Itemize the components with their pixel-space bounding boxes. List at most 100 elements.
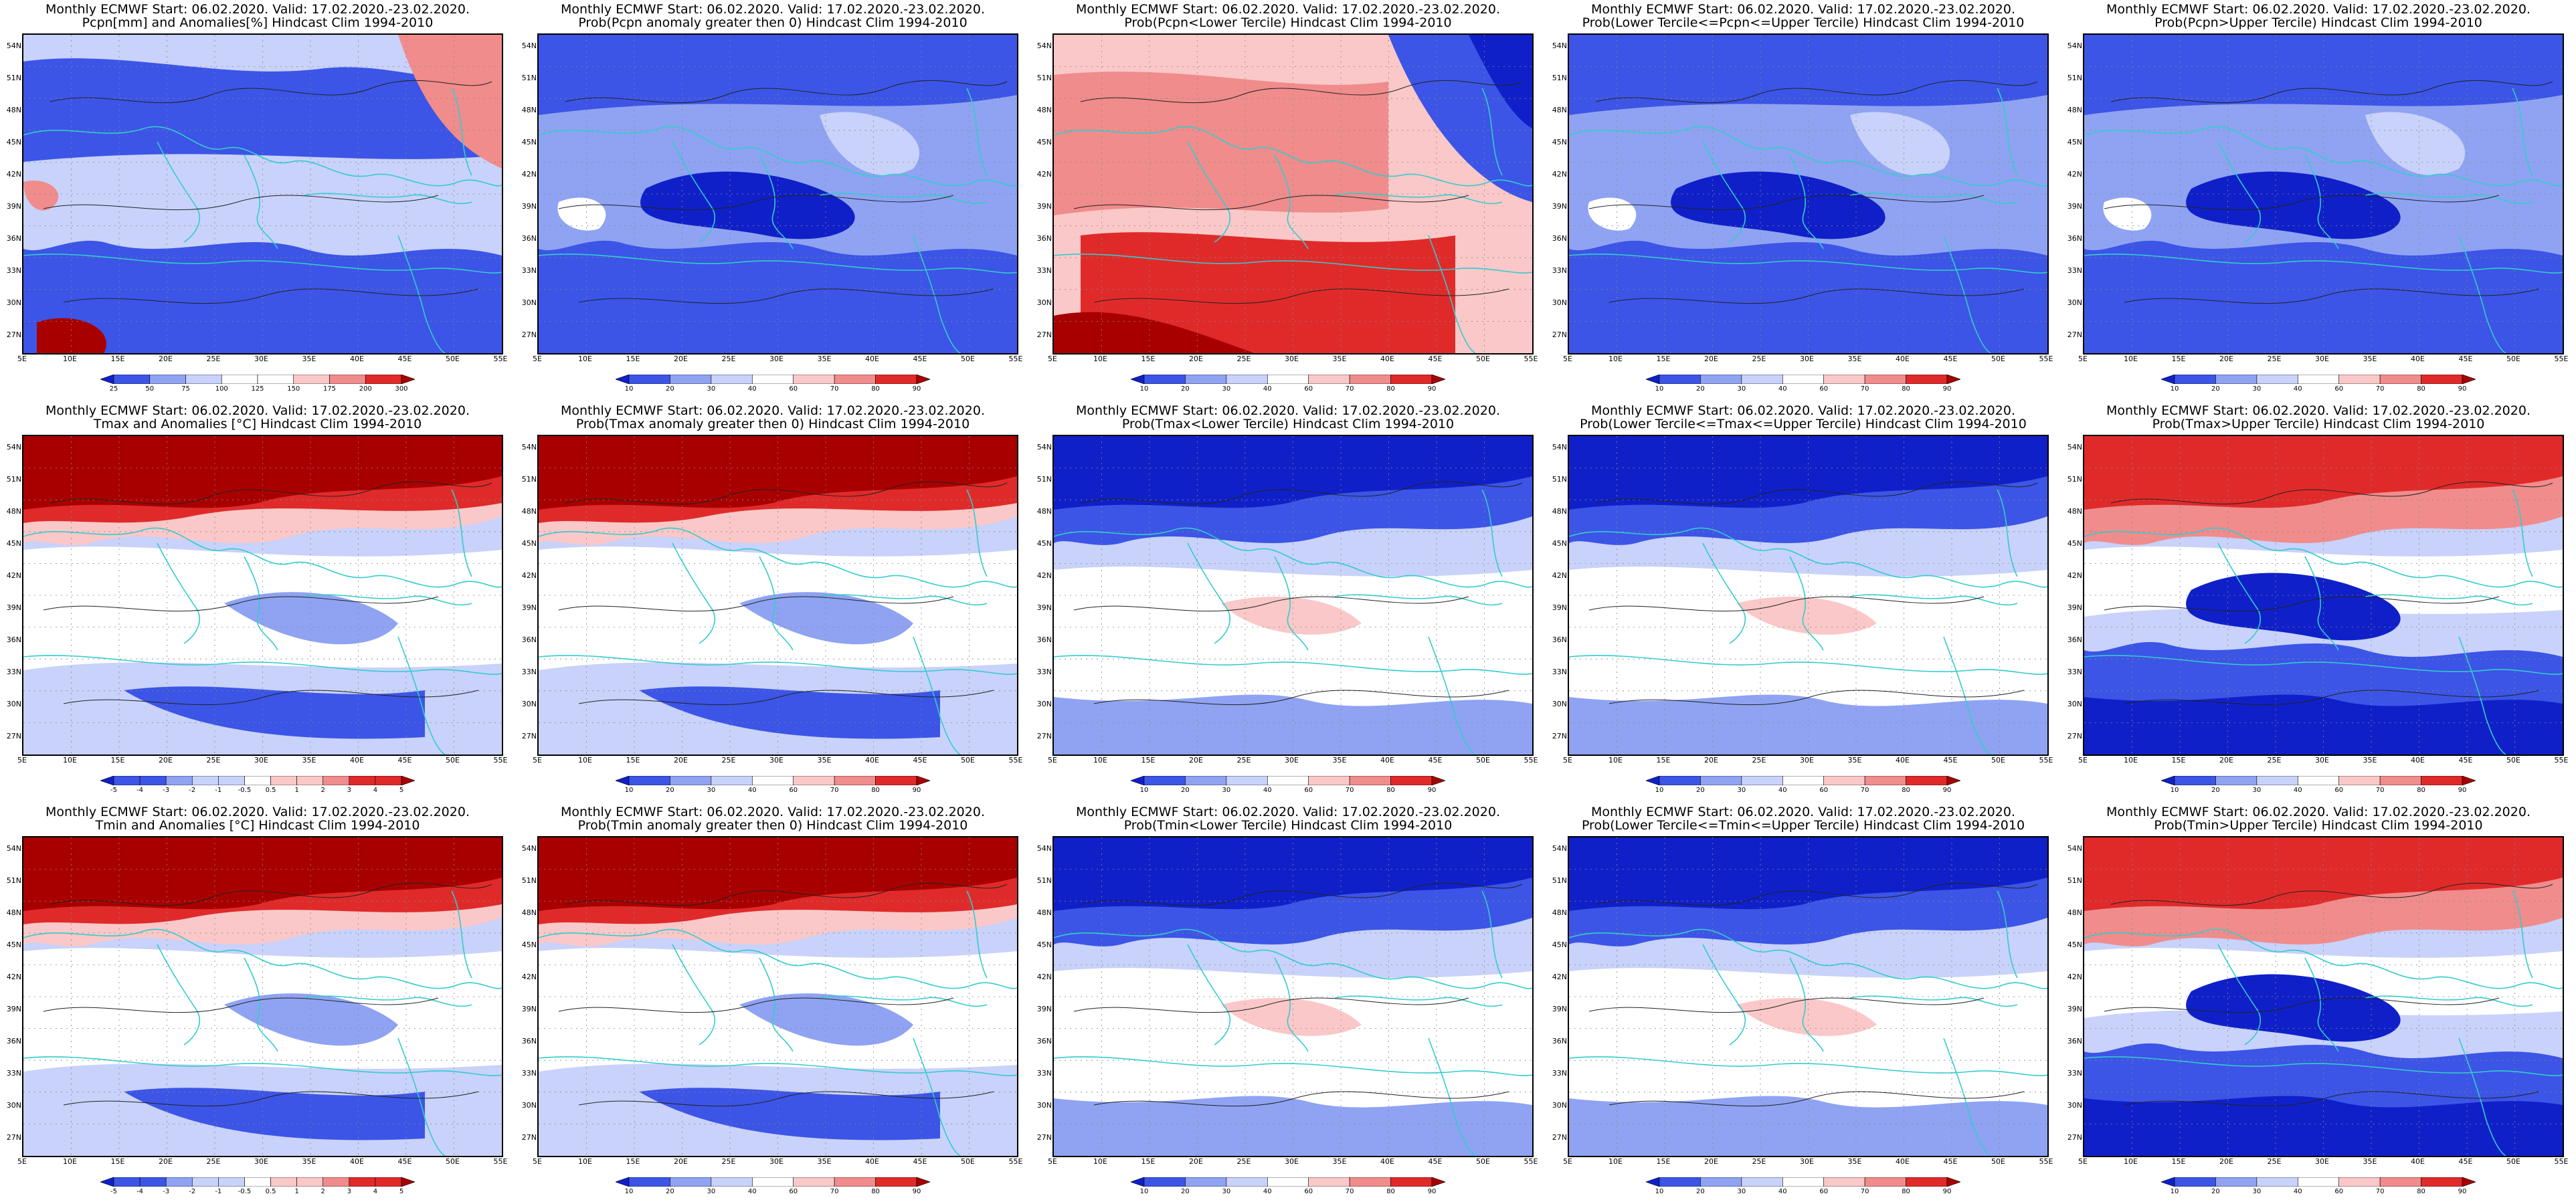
colorbar-segment: [1741, 375, 1783, 384]
coastline: [2512, 890, 2533, 979]
colorbar-graphic: [2161, 1177, 2476, 1187]
colorbar-segment: [1782, 776, 1825, 785]
longitude-label: 35E: [302, 355, 316, 363]
colorbar-tick-label: 40: [747, 787, 757, 794]
latitude-label: 51N: [521, 876, 537, 885]
colorbar-tick-label: 70: [1860, 385, 1869, 393]
forecast-panel: Monthly ECMWF Start: 06.02.2020. Valid: …: [1030, 401, 1546, 803]
panel-title: Prob(Tmax anomaly greater then 0) Hindca…: [575, 417, 970, 431]
latitude-label: 42N: [1036, 973, 1052, 981]
colorbar-tick-label: 40: [1263, 385, 1272, 393]
latitude-label: 42N: [1036, 170, 1052, 179]
latitude-label: 30N: [2067, 1101, 2082, 1110]
colorbar-segment: [1131, 1177, 1145, 1187]
colorbar-tick-label: 150: [287, 385, 300, 393]
contour-line: [2104, 596, 2500, 612]
colorbar-tick-label: 80: [1902, 1188, 1910, 1195]
longitude-label: 45E: [1943, 1157, 1958, 1166]
panel-header-line: Monthly ECMWF Start: 06.02.2020. Valid: …: [1076, 805, 1500, 819]
colorbar-tick-label: 60: [2334, 787, 2344, 794]
colorbar-ticks: 10 20 30 40 60 70 80 90: [1646, 385, 1960, 395]
longitude-label: 50E: [1991, 756, 2005, 765]
colorbar-segment: [270, 776, 297, 785]
colorbar-segment: [875, 776, 917, 785]
longitude-label: 40E: [350, 756, 364, 765]
latitude-label: 45N: [521, 138, 537, 146]
colorbar-segment: [365, 375, 402, 384]
latitude-label: 45N: [2067, 138, 2082, 146]
coastline: [539, 655, 1017, 675]
colorbar-segment: [401, 1177, 415, 1187]
latitude-label: 42N: [6, 973, 21, 981]
field-shading: [2084, 240, 2563, 353]
contour-line: [2124, 690, 2540, 706]
forecast-panel: Monthly ECMWF Start: 06.02.2020. Valid: …: [2061, 401, 2576, 803]
colorbar-segment: [1823, 375, 1865, 384]
latitude-label: 39N: [521, 1005, 537, 1013]
latitude-label: 54N: [2067, 443, 2082, 452]
colorbar-segment: [1782, 375, 1825, 384]
latitude-label: 39N: [6, 603, 21, 612]
colorbar-segment: [628, 776, 670, 785]
colorbar-segment: [2338, 375, 2381, 384]
colorbar-graphic: [1646, 375, 1960, 384]
colorbar-segment: [2161, 375, 2175, 384]
field-shading: [1569, 240, 2047, 353]
contour-line: [2124, 1091, 2540, 1107]
field-shading: [23, 837, 502, 911]
colorbar-segment: [1906, 375, 1948, 384]
contour-line: [2104, 195, 2500, 211]
colorbar-segment: [1185, 1177, 1227, 1187]
colorbar-segment: [2421, 1177, 2463, 1187]
coastline: [244, 957, 278, 1052]
latitude-label: 39N: [521, 603, 537, 612]
panel-header-line: Monthly ECMWF Start: 06.02.2020. Valid: …: [2106, 2, 2531, 17]
field-shading: [640, 171, 855, 239]
colorbar-segment: [1308, 1177, 1350, 1187]
latitude-label: 39N: [6, 202, 21, 211]
colorbar-segment: [2161, 1177, 2175, 1187]
colorbar-ticks: 10 20 30 40 60 70 80 90: [616, 787, 930, 796]
map-frame: [2083, 435, 2564, 756]
coastline: [1187, 141, 1231, 243]
latitude-label: 42N: [6, 170, 21, 179]
field-shading: [224, 592, 398, 645]
longitude-label: 30E: [2315, 1157, 2329, 1166]
latitude-label: 42N: [2067, 973, 2082, 981]
forecast-panel: Monthly ECMWF Start: 06.02.2020. Valid: …: [515, 0, 1030, 401]
colorbar-tick-label: 30: [1222, 385, 1231, 393]
longitude-label: 35E: [817, 756, 832, 765]
colorbar-tick-label: 90: [1942, 1188, 1952, 1195]
latitude-label: 36N: [1552, 234, 1567, 243]
field-shading: [23, 436, 502, 510]
latitude-label: 30N: [6, 700, 21, 708]
coastline: [1334, 594, 1503, 606]
contour-line: [558, 195, 954, 211]
contour-line: [578, 288, 994, 304]
colorbar-tick-label: 0.5: [265, 787, 276, 794]
longitude-label: 45E: [1428, 756, 1443, 765]
longitude-label: 55E: [1008, 355, 1023, 363]
forecast-field: [1569, 35, 2047, 353]
colorbar-segment: [100, 375, 114, 384]
longitude-label: 20E: [674, 756, 688, 765]
latitude-label: 51N: [1552, 876, 1567, 885]
longitude-label: 25E: [1752, 355, 1766, 363]
latitude-label: 48N: [521, 908, 537, 917]
colorbar-tick-label: 60: [2334, 385, 2344, 393]
colorbar-tick-label: -2: [189, 787, 196, 794]
longitude-label: 15E: [2171, 756, 2186, 765]
longitude-label: 20E: [1189, 355, 1203, 363]
colorbar: [1131, 375, 1445, 384]
latitude-label: 30N: [521, 298, 537, 307]
latitude-label: 30N: [1036, 298, 1052, 307]
latitude-label: 51N: [521, 475, 537, 484]
longitude-label: 55E: [1008, 756, 1023, 765]
longitude-label: 25E: [2267, 1157, 2282, 1166]
colorbar-segment: [2297, 1177, 2340, 1187]
coastline: [1054, 1056, 1532, 1076]
colorbar-tick-label: 70: [1860, 787, 1869, 794]
latitude-label: 48N: [6, 507, 21, 516]
field-shading: [2084, 436, 2563, 510]
latitude-label: 39N: [6, 1005, 21, 1013]
